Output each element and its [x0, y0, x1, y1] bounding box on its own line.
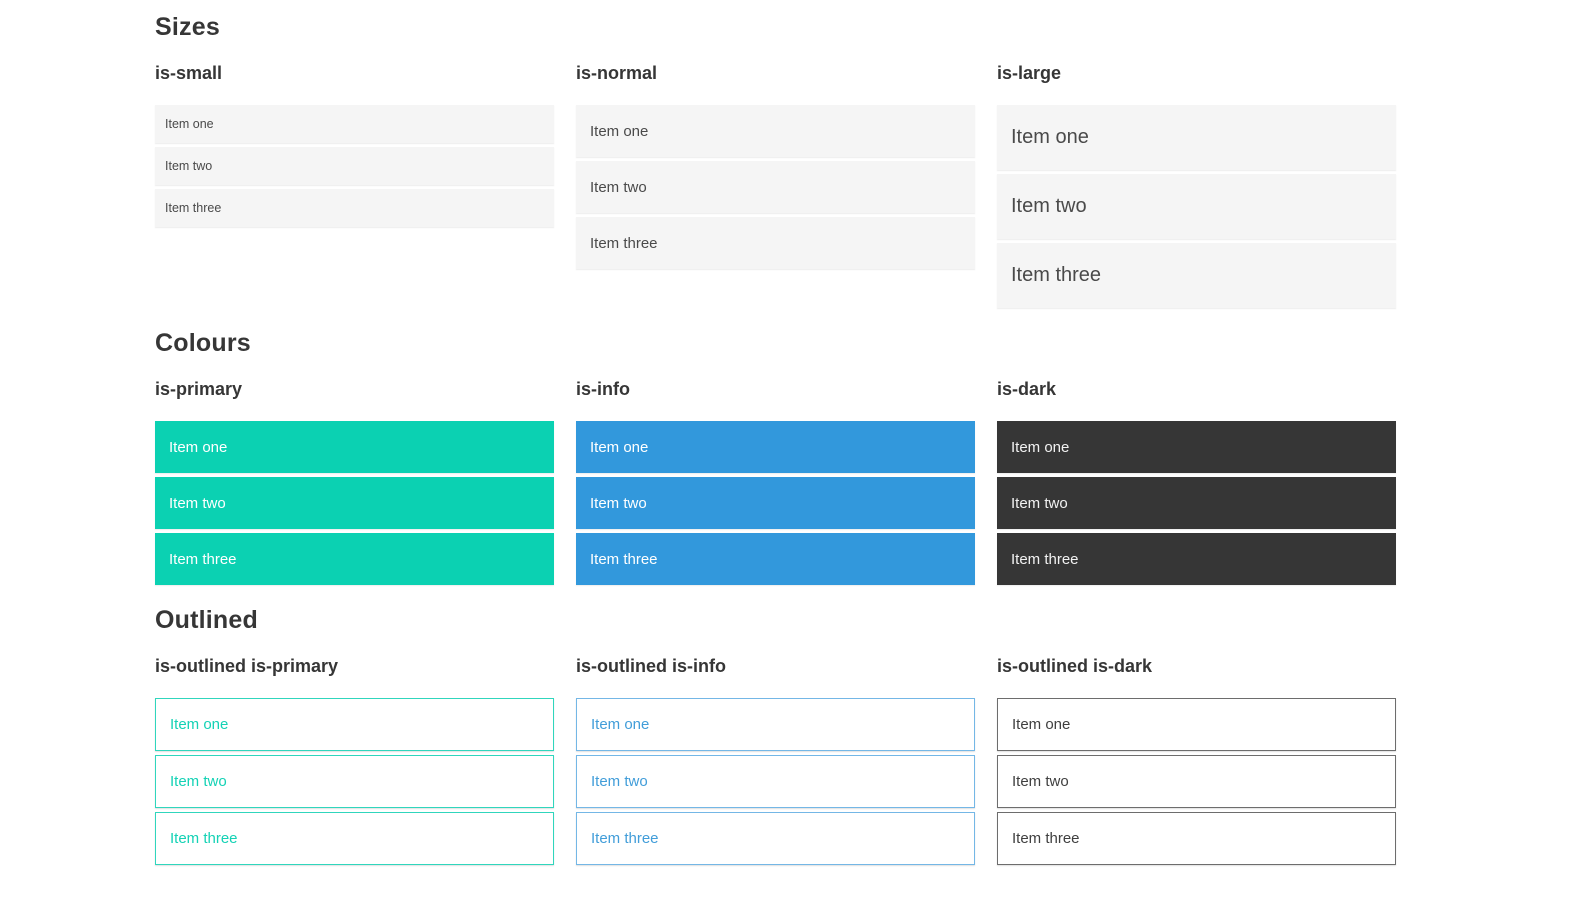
colours-grid: is-primary Item one Item two Item three … [155, 358, 1396, 585]
list-item[interactable]: Item three [997, 243, 1396, 308]
group-label-outlined-dark: is-outlined is-dark [997, 656, 1153, 676]
list-item[interactable]: Item one [155, 421, 554, 473]
list-item[interactable]: Item two [576, 477, 975, 529]
list-outlined-primary: Item one Item two Item three [155, 698, 554, 865]
list-outlined-dark: Item one Item two Item three [997, 698, 1396, 865]
group-outlined-primary: is-outlined is-primary Item one Item two… [155, 635, 554, 865]
group-label-is-large: is-large [997, 63, 1062, 83]
list-large: Item one Item two Item three [997, 105, 1396, 308]
list-item[interactable]: Item three [155, 812, 554, 865]
list-item[interactable]: Item one [576, 105, 975, 157]
list-info: Item one Item two Item three [576, 421, 975, 585]
list-dark: Item one Item two Item three [997, 421, 1396, 585]
list-item[interactable]: Item two [576, 755, 975, 808]
list-item[interactable]: Item two [997, 174, 1396, 239]
group-outlined-info: is-outlined is-info Item one Item two It… [576, 635, 975, 865]
group-label-is-small: is-small [155, 63, 223, 83]
group-is-large: is-large Item one Item two Item three [997, 42, 1396, 308]
list-small: Item one Item two Item three [155, 105, 554, 227]
group-is-primary: is-primary Item one Item two Item three [155, 358, 554, 585]
group-label-is-primary: is-primary [155, 379, 243, 399]
list-item[interactable]: Item one [997, 698, 1396, 751]
list-item[interactable]: Item two [576, 161, 975, 213]
list-item[interactable]: Item two [155, 477, 554, 529]
list-item[interactable]: Item one [155, 698, 554, 751]
group-label-is-dark: is-dark [997, 379, 1057, 399]
group-label-outlined-info: is-outlined is-info [576, 656, 726, 676]
group-is-small: is-small Item one Item two Item three [155, 42, 554, 227]
section-title-sizes: Sizes [155, 13, 220, 41]
list-item[interactable]: Item two [155, 755, 554, 808]
group-label-is-info: is-info [576, 379, 630, 399]
section-title-colours: Colours [155, 329, 251, 357]
outlined-grid: is-outlined is-primary Item one Item two… [155, 635, 1396, 865]
section-title-outlined: Outlined [155, 606, 258, 634]
group-outlined-dark: is-outlined is-dark Item one Item two It… [997, 635, 1396, 865]
list-item[interactable]: Item three [997, 812, 1396, 865]
list-item[interactable]: Item three [997, 533, 1396, 585]
list-outlined-info: Item one Item two Item three [576, 698, 975, 865]
list-item[interactable]: Item one [576, 698, 975, 751]
group-is-dark: is-dark Item one Item two Item three [997, 358, 1396, 585]
list-item[interactable]: Item one [997, 105, 1396, 170]
list-item[interactable]: Item one [576, 421, 975, 473]
group-label-outlined-primary: is-outlined is-primary [155, 656, 339, 676]
list-item[interactable]: Item three [576, 812, 975, 865]
list-normal: Item one Item two Item three [576, 105, 975, 269]
list-item[interactable]: Item three [155, 189, 554, 227]
list-item[interactable]: Item two [155, 147, 554, 185]
group-is-info: is-info Item one Item two Item three [576, 358, 975, 585]
list-item[interactable]: Item three [576, 533, 975, 585]
list-item[interactable]: Item one [155, 105, 554, 143]
list-primary: Item one Item two Item three [155, 421, 554, 585]
group-is-normal: is-normal Item one Item two Item three [576, 42, 975, 269]
list-item[interactable]: Item two [997, 755, 1396, 808]
list-item[interactable]: Item three [155, 533, 554, 585]
sizes-grid: is-small Item one Item two Item three is… [155, 42, 1396, 308]
page-container: Sizes is-small Item one Item two Item th… [155, 0, 1396, 865]
list-item[interactable]: Item two [997, 477, 1396, 529]
group-label-is-normal: is-normal [576, 63, 658, 83]
list-item[interactable]: Item one [997, 421, 1396, 473]
list-item[interactable]: Item three [576, 217, 975, 269]
